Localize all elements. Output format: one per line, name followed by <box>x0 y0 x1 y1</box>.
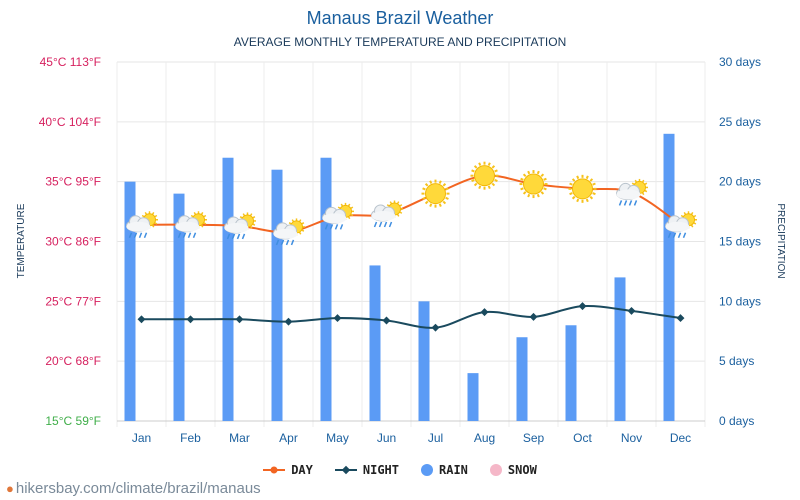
sun-icon <box>568 174 597 203</box>
left-tick-label: 30°C 86°F <box>45 235 101 249</box>
left-tick-label: 20°C 68°F <box>45 354 101 368</box>
rain-bar <box>614 277 626 421</box>
partly-cloudy-rain-icon <box>371 200 403 228</box>
night-point <box>529 312 538 321</box>
night-point <box>137 315 146 324</box>
x-tick-label: Jan <box>132 431 151 445</box>
x-tick-label: Jun <box>377 431 396 445</box>
x-tick-label: Apr <box>279 431 298 445</box>
rain-bar <box>271 169 283 421</box>
rain-bar <box>369 265 381 421</box>
y-axis-title-right: PRECIPITATION <box>775 203 786 278</box>
partly-cloudy-rain-icon <box>224 212 256 240</box>
night-point <box>431 323 440 332</box>
right-tick-label: 0 days <box>719 414 754 428</box>
rain-bar <box>173 193 185 421</box>
rain-bar <box>516 337 528 421</box>
rain-bar <box>663 133 675 422</box>
legend-label-rain: RAIN <box>439 463 468 477</box>
night-point <box>578 302 587 311</box>
chart-subtitle: AVERAGE MONTHLY TEMPERATURE AND PRECIPIT… <box>233 35 567 49</box>
night-line <box>141 304 681 329</box>
legend-label-day: DAY <box>291 463 313 477</box>
night-point <box>284 317 293 326</box>
night-point <box>235 315 244 324</box>
rain-bar <box>124 181 136 421</box>
rain-bar <box>222 157 234 421</box>
x-tick-label: Jul <box>428 431 443 445</box>
left-tick-label: 35°C 95°F <box>45 175 101 189</box>
x-tick-label: May <box>326 431 349 445</box>
x-tick-label: Mar <box>229 431 250 445</box>
partly-cloudy-rain-icon <box>273 218 305 246</box>
partly-cloudy-rain-icon <box>616 178 648 206</box>
night-point <box>186 315 195 324</box>
sun-icon <box>470 161 499 190</box>
x-tick-label: Aug <box>474 431 495 445</box>
legend-item-night[interactable]: NIGHT <box>334 463 399 477</box>
right-tick-label: 5 days <box>719 354 754 368</box>
sun-icon <box>519 170 548 199</box>
legend-label-night: NIGHT <box>362 463 399 477</box>
left-tick-label: 45°C 113°F <box>40 55 101 69</box>
sun-icon <box>421 179 450 208</box>
left-tick-label: 40°C 104°F <box>39 115 101 129</box>
right-tick-label: 10 days <box>719 294 761 308</box>
rain-bar <box>320 157 332 421</box>
night-point <box>676 314 685 323</box>
legend-item-snow[interactable]: SNOW <box>489 463 537 477</box>
footer-site-text: hikersbay.com/climate/brazil/manaus <box>15 480 261 497</box>
right-tick-label: 15 days <box>719 235 761 249</box>
partly-cloudy-rain-icon <box>126 211 158 239</box>
night-line-icon <box>334 465 357 475</box>
legend-label-snow: SNOW <box>507 463 537 477</box>
left-tick-label: 25°C 77°F <box>45 294 101 308</box>
night-point <box>627 306 636 315</box>
x-tick-label: Nov <box>621 431 642 445</box>
right-tick-label: 25 days <box>719 115 761 129</box>
night-point <box>480 308 489 317</box>
night-point <box>333 314 342 323</box>
location-pin-icon: ● <box>6 481 14 496</box>
rain-bar <box>467 373 479 421</box>
right-tick-label: 20 days <box>719 175 761 189</box>
x-tick-label: Feb <box>180 431 201 445</box>
x-tick-label: Sep <box>523 431 545 445</box>
legend-item-day[interactable]: DAY <box>263 463 313 477</box>
partly-cloudy-rain-icon <box>322 202 354 230</box>
partly-cloudy-rain-icon <box>665 211 697 239</box>
y-axis-title-left: TEMPERATURE <box>16 203 27 278</box>
day-line-icon <box>263 466 286 474</box>
footer-link[interactable]: ● hikersbay.com/climate/brazil/manaus <box>6 480 261 497</box>
x-tick-label: Oct <box>573 431 592 445</box>
partly-cloudy-rain-icon <box>175 211 207 239</box>
night-point <box>382 316 391 325</box>
left-tick-label: 15°C 59°F <box>45 414 101 428</box>
rain-dot-icon <box>421 464 433 476</box>
rain-bar <box>565 325 577 421</box>
legend-item-rain[interactable]: RAIN <box>421 463 468 477</box>
chart-legend: DAY NIGHT RAIN SNOW <box>0 463 800 477</box>
right-tick-label: 30 days <box>719 55 761 69</box>
snow-dot-icon <box>489 464 502 476</box>
chart-title: Manaus Brazil Weather <box>306 8 494 28</box>
rain-bar <box>418 301 430 421</box>
x-tick-label: Dec <box>670 431 691 445</box>
